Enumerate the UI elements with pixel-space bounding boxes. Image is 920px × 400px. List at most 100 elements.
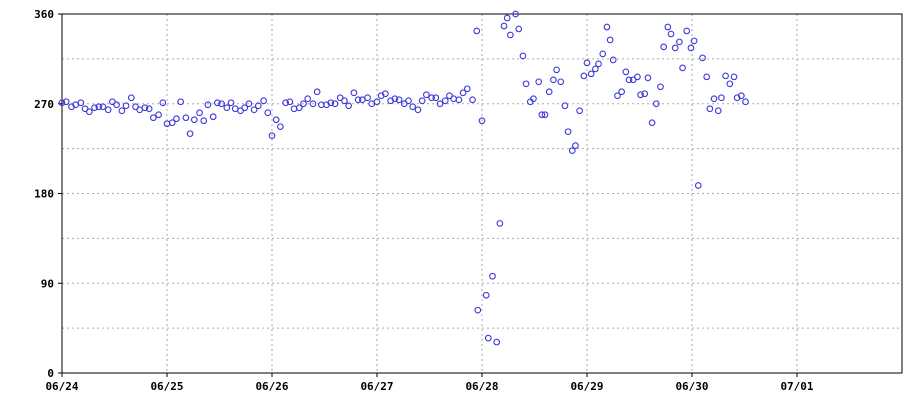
data-point <box>561 102 569 110</box>
data-point <box>190 116 198 124</box>
data-point <box>587 70 595 78</box>
data-point <box>395 96 403 104</box>
data-point <box>155 111 162 119</box>
data-point <box>145 105 153 113</box>
data-point <box>703 73 711 81</box>
data-point <box>507 31 514 39</box>
data-point <box>295 104 303 112</box>
data-point <box>173 115 180 123</box>
x-tick-label: 06/26 <box>255 380 288 393</box>
x-tick-label: 06/24 <box>45 380 78 393</box>
data-point <box>618 88 626 96</box>
data-point <box>706 105 714 113</box>
data-point <box>159 99 167 107</box>
y-tick-label: 0 <box>47 367 54 380</box>
data-point <box>373 98 381 106</box>
data-point <box>568 147 576 154</box>
data-point <box>272 116 280 124</box>
data-point <box>742 98 749 106</box>
x-tick-label: 06/25 <box>150 380 183 393</box>
data-point <box>418 97 426 105</box>
data-point <box>667 30 675 38</box>
data-point <box>694 182 702 189</box>
data-point <box>622 68 630 76</box>
data-point <box>557 78 565 86</box>
data-point <box>535 78 543 86</box>
data-point <box>603 23 611 31</box>
data-point <box>341 97 348 105</box>
data-point <box>168 119 176 127</box>
data-point <box>583 59 591 67</box>
data-point <box>245 100 253 108</box>
data-point <box>345 102 353 110</box>
data-point <box>644 74 652 82</box>
data-point <box>85 108 93 116</box>
data-point <box>118 107 126 115</box>
data-point <box>268 132 276 140</box>
data-point <box>177 98 184 106</box>
data-point <box>218 100 225 108</box>
data-point <box>350 89 358 97</box>
data-point <box>522 80 530 88</box>
data-point <box>550 76 557 84</box>
data-point <box>186 130 194 138</box>
data-point <box>503 14 511 22</box>
data-point <box>214 99 221 107</box>
data-point <box>679 64 686 72</box>
data-point <box>690 37 698 45</box>
data-point <box>227 99 235 107</box>
data-point <box>699 54 706 62</box>
data-point <box>414 106 422 114</box>
data-point <box>714 107 722 115</box>
data-point <box>286 98 294 106</box>
data-point <box>104 106 112 114</box>
data-point <box>474 306 482 314</box>
data-point <box>500 22 508 30</box>
data-point <box>382 90 389 98</box>
data-point <box>309 100 317 108</box>
data-point <box>436 100 444 108</box>
data-point <box>687 44 695 52</box>
data-point <box>255 102 262 110</box>
data-point <box>657 83 664 91</box>
x-tick-label: 07/01 <box>780 380 813 393</box>
data-point <box>432 94 440 102</box>
data-point <box>264 109 272 117</box>
data-point <box>290 105 298 113</box>
data-point <box>428 94 435 102</box>
data-point <box>718 94 725 102</box>
data-point <box>405 97 412 105</box>
data-point <box>676 38 683 46</box>
data-point <box>648 119 656 127</box>
data-point <box>660 43 668 51</box>
data-point <box>313 88 321 96</box>
data-point <box>182 114 190 122</box>
x-tick-label: 06/29 <box>570 380 603 393</box>
data-point <box>455 96 463 104</box>
y-tick-label: 270 <box>34 98 54 111</box>
data-point <box>572 142 579 149</box>
data-point <box>726 80 734 88</box>
data-point <box>496 220 504 227</box>
data-point <box>473 27 481 35</box>
data-point <box>327 99 335 107</box>
data-point <box>512 10 519 18</box>
data-point <box>683 27 691 35</box>
data-point <box>391 95 399 103</box>
data-point <box>113 101 120 109</box>
data-point <box>58 99 66 107</box>
data-point <box>625 76 633 84</box>
data-point <box>463 85 471 93</box>
data-point <box>91 104 98 112</box>
data-point <box>541 111 549 119</box>
data-point <box>277 123 284 131</box>
data-point <box>223 104 231 112</box>
data-points <box>58 10 749 346</box>
data-point <box>300 100 307 108</box>
data-point <box>580 72 588 80</box>
data-point <box>641 90 649 98</box>
y-tick-label: 180 <box>34 188 54 201</box>
data-point <box>545 88 553 96</box>
data-point <box>515 25 523 33</box>
